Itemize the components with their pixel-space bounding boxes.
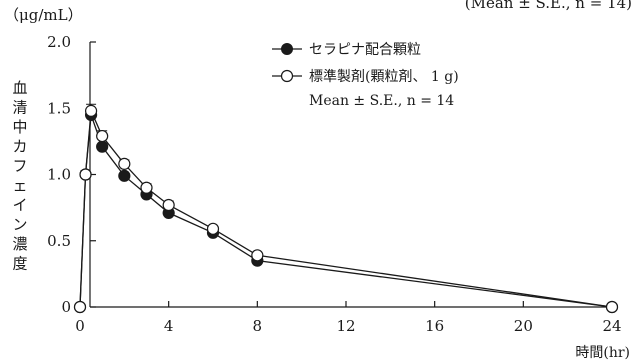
y-unit-label: （μg/mL） [4, 6, 83, 24]
legend-note: Mean ± S.E., n = 14 [309, 93, 454, 109]
y-tick-label: 1.5 [47, 99, 71, 117]
data-point-s1-6 [162, 198, 175, 212]
data-point-s1-1 [79, 168, 92, 181]
y-axis-title-char: カ [12, 138, 27, 156]
legend-marker-0 [281, 43, 293, 55]
data-point-s1-2 [84, 104, 98, 118]
x-tick-label: 24 [602, 317, 621, 335]
y-axis-title-char: ェ [12, 177, 27, 195]
data-point-s1-7 [206, 222, 220, 235]
data-point-s1-4 [118, 157, 131, 170]
y-axis-title-char: イ [12, 196, 27, 214]
legend-label-1: 標準製剤(顆粒剤、 1 g) [309, 69, 459, 85]
y-tick-label: 2.0 [47, 33, 71, 51]
y-ticks: 0 0.5 1.0 1.5 2.0 [47, 33, 96, 316]
x-axis-title: 時間(hr) [575, 345, 630, 361]
legend: セラピナ配合顆粒 標準製剤(顆粒剤、 1 g) Mean ± S.E., n =… [272, 42, 459, 109]
x-tick-label: 16 [425, 317, 444, 335]
x-tick-label: 0 [75, 317, 85, 335]
series-line-0 [79, 114, 613, 308]
series-layer [73, 103, 619, 314]
legend-label-0: セラピナ配合顆粒 [309, 42, 421, 58]
data-point-s1-5 [140, 181, 153, 194]
y-tick-label: 0.5 [47, 232, 71, 250]
y-axis-title-char: 清 [12, 99, 27, 117]
corner-note: (Mean ± S.E., n = 14) [465, 0, 632, 12]
data-point-s0-3 [96, 140, 109, 153]
y-axis-title-char: 血 [12, 79, 27, 97]
series-line-1 [79, 110, 613, 308]
y-tick-label: 0 [61, 298, 71, 316]
x-tick-label: 8 [253, 317, 263, 335]
x-tick-label: 4 [164, 317, 174, 335]
x-ticks: 0 4 8 12 16 20 24 [75, 301, 622, 335]
y-tick-label: 1.0 [47, 166, 71, 184]
y-axis-title-char: ン [12, 216, 27, 234]
y-axis-title-char: 中 [12, 118, 27, 136]
x-tick-label: 12 [336, 317, 355, 335]
data-point-s0-4 [118, 169, 131, 182]
data-point-s1-8 [251, 249, 264, 262]
y-axis-title-char: フ [12, 157, 27, 175]
y-axis-title-char: 度 [12, 255, 27, 273]
y-axis-title-char: 濃 [12, 235, 27, 253]
legend-marker-1 [280, 69, 294, 83]
data-point-s1-9 [605, 300, 619, 314]
data-point-s1-3 [96, 129, 109, 143]
data-point-s1-0 [73, 300, 87, 314]
x-tick-label: 20 [514, 317, 533, 335]
